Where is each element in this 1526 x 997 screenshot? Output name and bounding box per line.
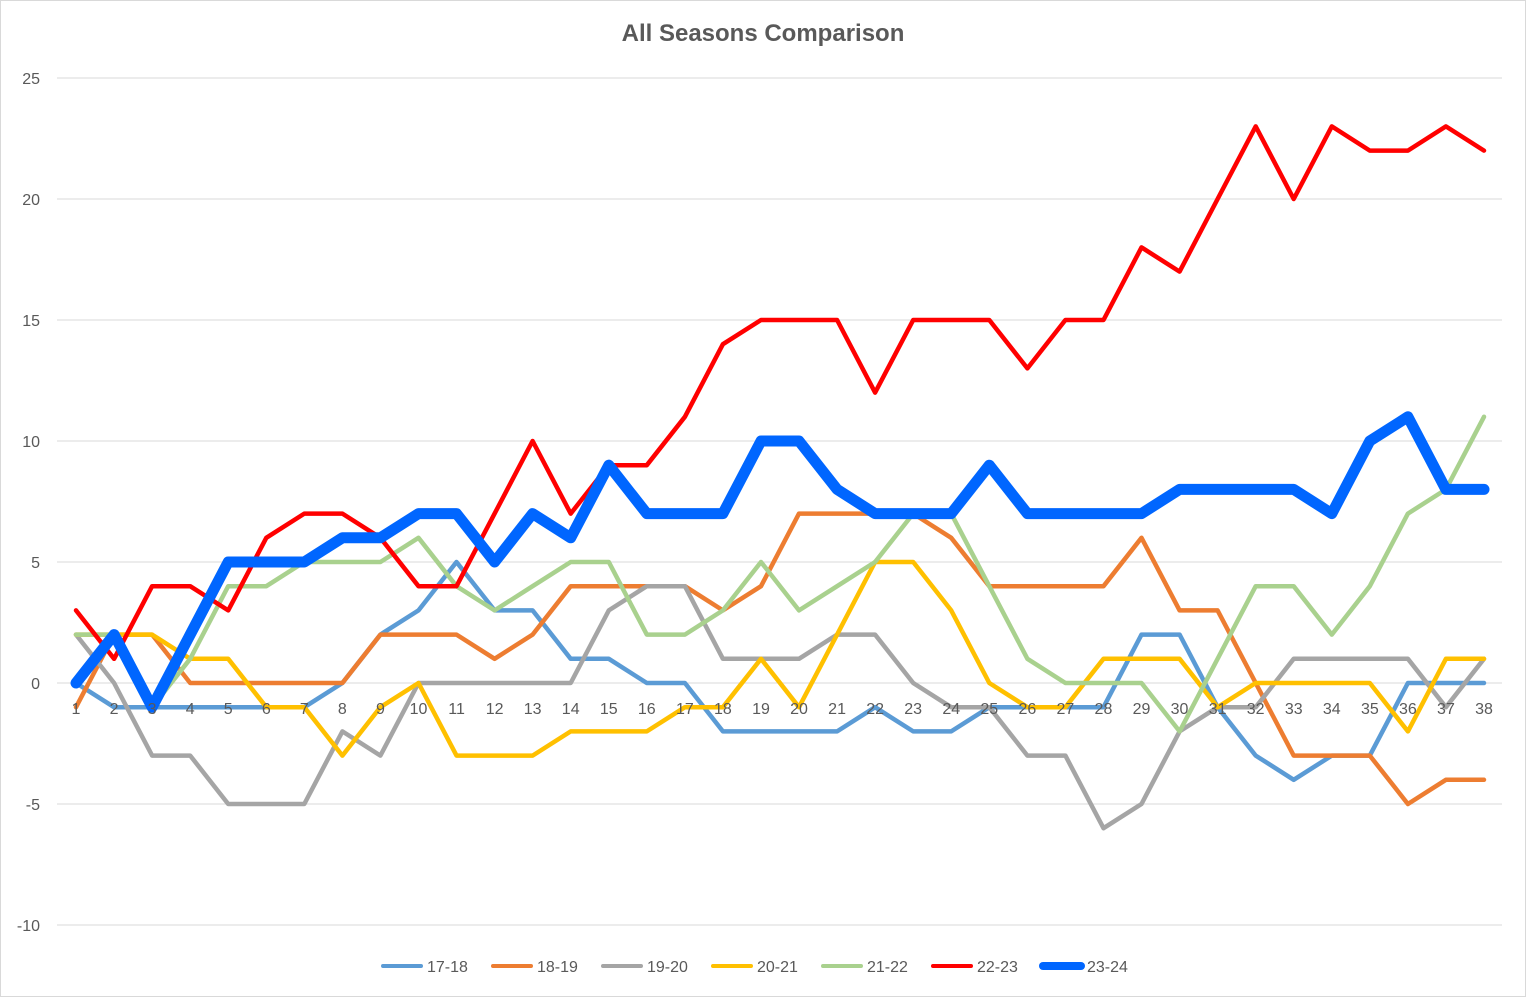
x-tick-label: 37 [1437,701,1455,718]
x-tick-label: 25 [980,701,998,718]
x-tick-label: 30 [1171,701,1189,718]
y-tick-label: 20 [22,192,40,209]
legend: 17-18 18-19 19-20 20-21 21-22 22-23 23-24 [381,959,1128,976]
x-tick-label: 1 [72,701,81,718]
x-axis-ticks: 1 2 3 4 5 6 7 8 9 10 11 12 13 14 15 16 17 18 19 20 21 22 23 24 2… [72,701,1493,718]
legend-label-17-18: 17-18 [427,959,468,976]
x-tick-label: 29 [1133,701,1151,718]
series-line-23-24 [70,411,1490,713]
x-tick-label: 32 [1247,701,1265,718]
series-line-22-23 [73,124,1487,662]
series-line-19-20 [73,583,1487,831]
x-tick-label: 21 [828,701,846,718]
x-tick-label: 6 [262,701,271,718]
x-tick-label: 19 [752,701,770,718]
y-tick-label: -5 [26,797,40,814]
x-tick-label: 2 [110,701,119,718]
y-tick-label: 15 [22,313,40,330]
x-tick-label: 36 [1399,701,1417,718]
x-tick-label: 27 [1057,701,1075,718]
y-tick-label: 10 [22,434,40,451]
x-tick-label: 38 [1475,701,1493,718]
x-tick-label: 10 [410,701,428,718]
x-tick-label: 5 [224,701,233,718]
x-tick-label: 24 [942,701,960,718]
y-tick-label: 25 [22,71,40,88]
series-line-18-19 [73,511,1487,807]
chart-title: All Seasons Comparison [621,20,905,47]
gridlines [57,77,1502,926]
x-tick-label: 7 [300,701,309,718]
legend-label-22-23: 22-23 [977,959,1018,976]
x-tick-label: 11 [448,701,465,718]
x-tick-label: 9 [376,701,385,718]
x-tick-label: 15 [600,701,618,718]
x-tick-label: 35 [1361,701,1379,718]
x-tick-label: 14 [562,701,580,718]
y-axis-ticks: -10 -5 0 5 10 15 20 25 [17,71,40,935]
legend-label-19-20: 19-20 [647,959,688,976]
x-tick-label: 31 [1209,701,1227,718]
x-tick-label: 22 [866,701,884,718]
x-tick-label: 16 [638,701,656,718]
x-tick-label: 8 [338,701,347,718]
x-tick-label: 23 [904,701,922,718]
legend-label-18-19: 18-19 [537,959,578,976]
legend-label-23-24: 23-24 [1087,959,1128,976]
x-tick-label: 17 [676,701,694,718]
y-tick-label: 0 [31,676,40,693]
x-tick-label: 12 [486,701,504,718]
x-tick-label: 28 [1095,701,1113,718]
series-line-20-21 [73,559,1487,758]
x-tick-label: 3 [148,701,157,718]
x-tick-label: 4 [186,701,195,718]
x-tick-label: 20 [790,701,808,718]
legend-label-21-22: 21-22 [867,959,908,976]
x-tick-label: 26 [1018,701,1036,718]
y-tick-label: 5 [31,555,40,572]
x-tick-label: 34 [1323,701,1341,718]
y-tick-label: -10 [17,918,40,935]
x-tick-label: 13 [524,701,542,718]
series-lines [70,124,1490,831]
legend-label-20-21: 20-21 [757,959,798,976]
x-tick-label: 33 [1285,701,1303,718]
x-tick-label: 18 [714,701,732,718]
series-line-17-18 [73,559,1487,783]
